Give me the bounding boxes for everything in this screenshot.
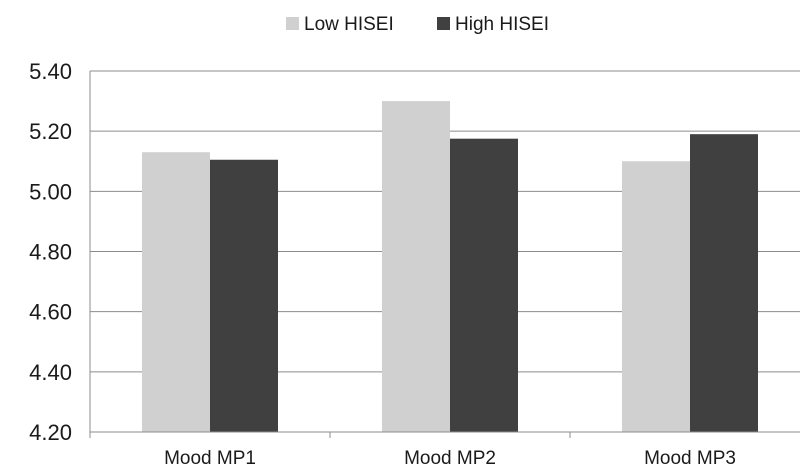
y-axis-ticks: 4.20 4.40 4.60 4.80 5.00 5.20 5.40 [29,59,72,445]
y-tick-label: 4.80 [29,240,72,265]
bar-high-hisei-0 [210,159,278,432]
legend-swatch-high-hisei [437,17,450,30]
bar-low-hisei-0 [142,152,210,432]
legend: Low HISEI High HISEI [286,14,549,35]
bar-high-hisei-2 [690,134,758,433]
bar-low-hisei-1 [382,101,450,432]
legend-swatch-low-hisei [286,17,299,30]
axes [89,71,800,438]
y-tick-label: 4.60 [29,300,72,325]
y-tick-label: 4.20 [29,420,72,445]
bar-high-hisei-1 [450,138,518,432]
bars [142,101,758,433]
legend-label-low-hisei: Low HISEI [304,14,394,35]
y-tick-label: 5.20 [29,119,72,144]
x-tick-label: Mood MP1 [164,448,256,468]
x-tick-label: Mood MP2 [404,448,496,468]
legend-label-high-hisei: High HISEI [455,14,549,35]
x-axis-ticks: Mood MP1 Mood MP2 Mood MP3 [164,432,736,468]
y-tick-label: 5.40 [29,59,72,84]
y-tick-label: 5.00 [29,179,72,204]
y-tick-label: 4.40 [29,360,72,385]
bar-low-hisei-2 [622,161,690,432]
x-tick-label: Mood MP3 [644,448,736,468]
